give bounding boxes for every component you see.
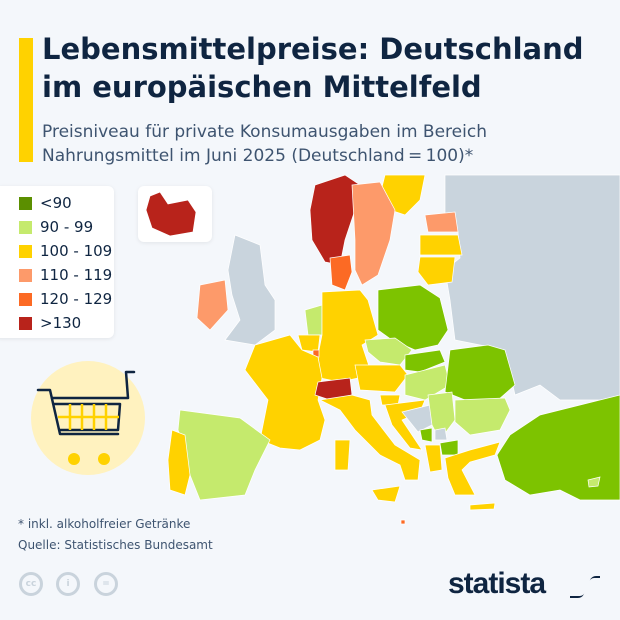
country-poland (377, 284, 449, 351)
legend-swatch (19, 244, 32, 258)
legend-label: 120 - 129 (40, 290, 113, 308)
country-bulgaria (454, 397, 511, 436)
page-title: Lebensmittelpreise: Deutschland im europ… (42, 32, 584, 104)
legend-label: 90 - 99 (40, 218, 94, 236)
country-slovakia (404, 349, 446, 373)
legend-label: >130 (40, 314, 82, 332)
country-italy-sardinia (334, 439, 351, 471)
legend-item: <90 (19, 194, 72, 212)
footnote: * inkl. alkoholfreier Getränke (18, 517, 191, 531)
country-netherlands (304, 304, 323, 336)
legend-item: 90 - 99 (19, 218, 93, 236)
cc-attribution-icon[interactable]: i (56, 572, 80, 596)
country-france (244, 334, 326, 451)
country-sweden (351, 181, 396, 286)
source: Quelle: Statistisches Bundesamt (18, 538, 213, 552)
legend-swatch (19, 268, 32, 282)
country-cyprus (587, 476, 601, 488)
legend-item: 110 - 119 (19, 266, 112, 284)
country-denmark (329, 254, 353, 291)
legend-swatch (19, 196, 32, 210)
statista-logo[interactable]: statista (448, 567, 546, 600)
legend-item: >130 (19, 314, 81, 332)
shopping-cart-icon (31, 361, 145, 475)
country-ireland (196, 279, 229, 331)
country-lithuania (417, 256, 456, 286)
country-kosovo (434, 427, 448, 441)
country-uk (224, 234, 276, 346)
country-serbia (427, 391, 456, 441)
legend-swatch (19, 292, 32, 306)
cc-noderivs-icon[interactable]: = (94, 572, 118, 596)
country-iceland (145, 191, 197, 237)
country-austria (354, 364, 409, 393)
country-spain (177, 409, 271, 501)
country-hungary (404, 364, 451, 401)
iceland-inset (138, 186, 212, 242)
country-montenegro (419, 427, 433, 443)
country-albania (424, 444, 443, 473)
legend-swatch (19, 220, 32, 234)
country-italy (318, 394, 421, 481)
statista-logo-mark-icon (570, 572, 600, 602)
legend-swatch (19, 316, 32, 330)
legend-label: <90 (40, 194, 72, 212)
country-greece-crete (469, 502, 496, 511)
country-norway (309, 174, 361, 266)
country-north-macedonia (439, 439, 459, 456)
country-italy-sicily (371, 485, 401, 503)
country-latvia (419, 234, 463, 256)
legend-item: 120 - 129 (19, 290, 112, 308)
legend-label: 100 - 109 (40, 242, 113, 260)
country-romania (444, 344, 516, 403)
legend-item: 100 - 109 (19, 242, 112, 260)
country-greece (444, 441, 501, 496)
subtitle: Preisniveau für private Konsumausgaben i… (42, 122, 487, 166)
country-turkey (496, 394, 620, 501)
cc-license-icon[interactable]: cc (19, 572, 43, 596)
country-malta (400, 519, 406, 525)
legend: <90 90 - 99 100 - 109 110 - 119 120 - 12… (0, 186, 114, 338)
country-portugal (167, 429, 191, 496)
legend-label: 110 - 119 (40, 266, 113, 284)
accent-bar (19, 38, 33, 162)
country-estonia (424, 211, 459, 233)
